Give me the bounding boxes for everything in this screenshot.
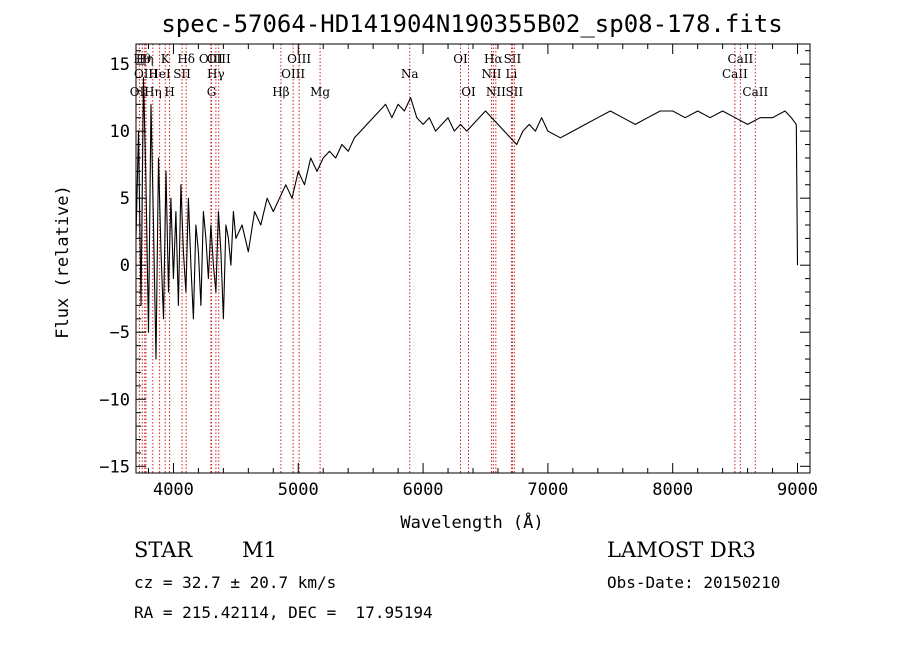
line-marker-label-24: Li (506, 67, 518, 81)
x-axis-label: Wavelength (Å) (400, 511, 543, 533)
x-tick-label-1: 5000 (278, 480, 319, 500)
y-tick-label-4: 5 (120, 189, 130, 209)
line-marker-label-18: Na (401, 67, 419, 81)
chart-title: spec-57064-HD141904N190355B02_sp08-178.f… (161, 10, 782, 38)
redshift-velocity: cz = 32.7 ± 20.7 km/s (134, 573, 337, 592)
line-marker-label-19: OI (453, 52, 468, 66)
observation-date: Obs-Date: 20150210 (607, 573, 781, 592)
line-marker-label-6: K (161, 52, 171, 66)
line-marker-label-14: Hβ (272, 85, 289, 99)
y-tick-label-6: 15 (110, 55, 130, 75)
y-tick-label-2: −5 (110, 323, 130, 343)
line-marker-label-2: Hη (136, 52, 154, 66)
line-marker-label-23: NII (486, 85, 506, 99)
line-marker-label-22: Hα (484, 52, 503, 66)
coordinates: RA = 215.42114, DEC = 17.95194 (134, 603, 433, 622)
x-tick-label-4: 8000 (652, 480, 693, 500)
y-tick-label-5: 10 (110, 122, 130, 142)
line-marker-label-28: CaII (727, 52, 753, 66)
line-marker-label-29: CaII (742, 85, 768, 99)
survey-name: LAMOST DR3 (607, 538, 756, 562)
line-marker-label-21: NII (481, 67, 501, 81)
plot-frame (135, 43, 811, 474)
x-tick-label-0: 4000 (153, 480, 194, 500)
line-marker-label-27: CaII (722, 67, 748, 81)
line-marker-label-17: Mg (310, 85, 330, 99)
line-marker-label-5: HeI (148, 67, 171, 81)
line-marker-label-16: OIII (287, 52, 311, 66)
line-marker-label-7: H (164, 85, 174, 99)
object-subclass: M1 (242, 538, 277, 562)
line-marker-label-25: SII (504, 52, 522, 66)
line-marker-label-20: OI (461, 85, 476, 99)
x-tick-label-2: 6000 (403, 480, 444, 500)
line-marker-label-15: OIII (281, 67, 305, 81)
y-axis-label: Flux (relative) (53, 185, 73, 339)
line-marker-label-8: SII (173, 67, 191, 81)
axes: 4000 5000 6000 7000 8000 9000 −15 −10 −5 0 5 10 15 (99, 43, 818, 500)
line-marker-label-4: Hη (144, 85, 162, 99)
line-marker-label-12: Hγ (207, 67, 225, 81)
plot-area (135, 76, 799, 360)
y-tick-label-3: 0 (120, 256, 130, 276)
spectrum-line (135, 76, 799, 360)
line-marker-label-9: Hδ (177, 52, 195, 66)
x-tick-label-5: 9000 (777, 480, 818, 500)
line-marker-label-11: G (207, 85, 217, 99)
line-marker-label-26: SII (505, 85, 523, 99)
object-type: STAR (134, 538, 193, 562)
x-tick-label-3: 7000 (527, 480, 568, 500)
line-marker-label-13: OIII (207, 52, 231, 66)
line-marker-label-1: Hθ (133, 52, 151, 66)
y-tick-label-0: −15 (99, 457, 130, 477)
y-tick-label-1: −10 (99, 390, 130, 410)
